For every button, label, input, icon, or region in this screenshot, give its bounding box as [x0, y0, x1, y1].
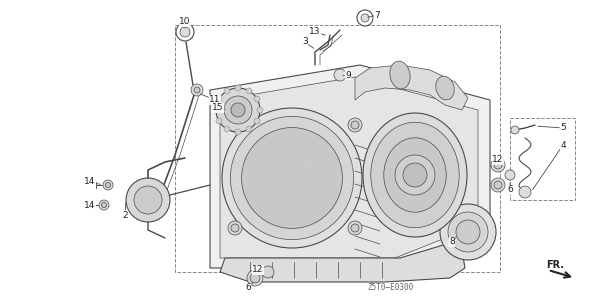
- Circle shape: [228, 221, 242, 235]
- Circle shape: [224, 88, 230, 94]
- Circle shape: [361, 14, 369, 22]
- Text: 14: 14: [84, 178, 96, 187]
- Circle shape: [257, 107, 263, 113]
- Circle shape: [106, 182, 110, 187]
- Circle shape: [395, 155, 435, 195]
- Text: 6: 6: [507, 186, 513, 195]
- Circle shape: [231, 116, 353, 240]
- Circle shape: [101, 203, 107, 208]
- Polygon shape: [220, 77, 478, 258]
- Circle shape: [231, 224, 239, 232]
- Polygon shape: [210, 65, 490, 268]
- Circle shape: [241, 128, 342, 228]
- Text: FR.: FR.: [546, 260, 564, 270]
- Circle shape: [334, 69, 346, 81]
- Circle shape: [134, 186, 162, 214]
- Circle shape: [194, 87, 200, 93]
- Circle shape: [348, 221, 362, 235]
- Circle shape: [224, 96, 252, 124]
- Circle shape: [180, 27, 190, 37]
- Text: 13: 13: [309, 28, 321, 37]
- Circle shape: [519, 186, 531, 198]
- Circle shape: [235, 129, 241, 135]
- Text: 5: 5: [560, 124, 566, 132]
- Circle shape: [99, 200, 109, 210]
- Circle shape: [494, 161, 502, 169]
- Polygon shape: [355, 65, 468, 110]
- Circle shape: [505, 170, 515, 180]
- Circle shape: [440, 204, 496, 260]
- Circle shape: [246, 126, 252, 132]
- Circle shape: [126, 178, 170, 222]
- Circle shape: [262, 266, 274, 278]
- Text: 12: 12: [253, 266, 264, 274]
- Text: 15: 15: [212, 103, 224, 113]
- Ellipse shape: [436, 76, 454, 100]
- Circle shape: [216, 96, 222, 102]
- Circle shape: [254, 96, 260, 102]
- Bar: [175, 25, 500, 272]
- Polygon shape: [220, 240, 465, 282]
- Circle shape: [491, 158, 505, 172]
- Circle shape: [254, 118, 260, 124]
- Text: 12: 12: [492, 156, 504, 165]
- Circle shape: [250, 273, 260, 283]
- Circle shape: [403, 163, 427, 187]
- Circle shape: [247, 270, 263, 286]
- Circle shape: [213, 107, 219, 113]
- Text: 14: 14: [84, 200, 96, 209]
- Circle shape: [235, 85, 241, 91]
- Text: 7: 7: [374, 10, 380, 20]
- Circle shape: [231, 121, 239, 129]
- Circle shape: [357, 10, 373, 26]
- Circle shape: [456, 220, 480, 244]
- Text: 3: 3: [302, 37, 308, 47]
- Circle shape: [103, 180, 113, 190]
- Text: 2: 2: [122, 211, 128, 219]
- Circle shape: [351, 224, 359, 232]
- Circle shape: [216, 88, 260, 132]
- Circle shape: [224, 126, 230, 132]
- Text: 10: 10: [179, 18, 191, 26]
- Text: 9: 9: [345, 70, 351, 80]
- Circle shape: [448, 212, 488, 252]
- Text: 4: 4: [560, 140, 566, 149]
- Ellipse shape: [384, 138, 446, 212]
- Text: eReplacementParts.com: eReplacementParts.com: [231, 160, 359, 170]
- Circle shape: [348, 118, 362, 132]
- Text: Z5T0–E0300: Z5T0–E0300: [367, 282, 413, 291]
- Ellipse shape: [363, 113, 467, 237]
- Text: 8: 8: [449, 238, 455, 247]
- Circle shape: [191, 84, 203, 96]
- Text: 6: 6: [245, 284, 251, 293]
- Circle shape: [176, 23, 194, 41]
- Ellipse shape: [371, 122, 459, 228]
- Ellipse shape: [390, 61, 410, 89]
- Circle shape: [491, 178, 505, 192]
- Circle shape: [246, 88, 252, 94]
- Circle shape: [222, 108, 362, 248]
- Circle shape: [351, 121, 359, 129]
- Circle shape: [494, 181, 502, 189]
- Circle shape: [228, 118, 242, 132]
- Circle shape: [216, 118, 222, 124]
- Circle shape: [511, 126, 519, 134]
- Circle shape: [231, 103, 245, 117]
- Text: 11: 11: [209, 96, 221, 105]
- Bar: [510, 118, 575, 200]
